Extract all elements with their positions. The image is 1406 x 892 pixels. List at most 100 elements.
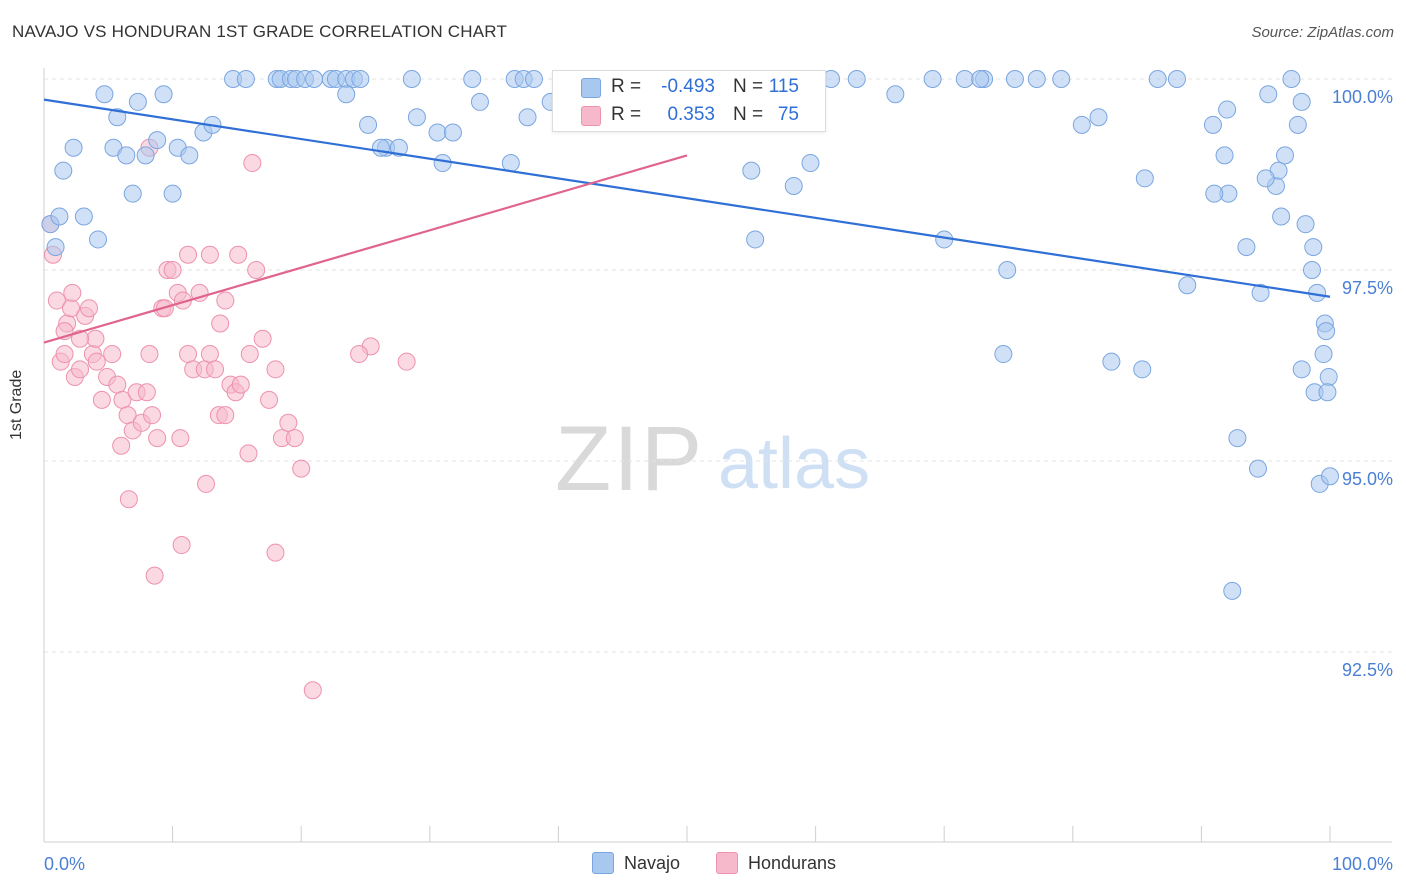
navajo-point [923, 70, 942, 88]
navajo-n-label: N = [733, 76, 764, 97]
tick-labels: 100.0% 97.5% 95.0% 92.5% 0.0% 100.0% [44, 87, 1393, 874]
navajo-point [359, 115, 378, 134]
navajo-point [1167, 70, 1186, 88]
navajo-point [108, 108, 127, 127]
honduran-point [253, 329, 272, 348]
navajo-point [1319, 367, 1338, 386]
honduran-point [137, 383, 156, 402]
honduran-point [103, 345, 122, 364]
navajo-point [1148, 70, 1167, 88]
navajo-point [89, 230, 108, 249]
honduran-point [148, 429, 167, 448]
y-tick-label: 97.5% [1342, 278, 1393, 298]
honduran-point [200, 345, 219, 364]
honduran-point [63, 283, 82, 302]
navajo-point [1005, 70, 1024, 88]
honduran-r-value: 0.353 [667, 104, 715, 125]
legend-item-navajo[interactable]: Navajo [592, 852, 680, 874]
navajo-point [1237, 238, 1256, 257]
honduran-trend-line [43, 154, 688, 344]
navajo-point [1288, 115, 1307, 134]
y-tick-label: 100.0% [1332, 87, 1393, 107]
navajo-point [1027, 70, 1046, 88]
navajo-point [54, 161, 73, 180]
navajo-point [463, 70, 482, 88]
axis-layer [43, 68, 1392, 843]
honduran-point [71, 329, 90, 348]
navajo-point [955, 70, 974, 88]
navajo-point [971, 70, 990, 88]
navajo-point [1223, 581, 1242, 600]
bottom-legend: Navajo Hondurans [0, 852, 1406, 878]
honduran-point [239, 444, 258, 463]
navajo-point [1102, 352, 1121, 371]
chart-source: Source: ZipAtlas.com [1251, 24, 1394, 41]
honduran-point [112, 436, 131, 455]
y-tick-label: 92.5% [1342, 660, 1393, 680]
navajo-point [1314, 345, 1333, 364]
navajo-point [443, 123, 462, 142]
navajo-point [1256, 169, 1275, 188]
legend-item-hondurans[interactable]: Hondurans [716, 852, 836, 874]
navajo-point [64, 138, 83, 157]
honduran-swatch [581, 106, 601, 126]
honduran-point [163, 261, 182, 279]
navajo-point [1302, 261, 1321, 279]
navajo-point [1282, 70, 1301, 88]
stats-row-hondurans: R = 0.353 N = 75 [553, 101, 825, 129]
navajo-n-value: 115 [768, 76, 799, 97]
honduran-point [247, 261, 266, 279]
navajo-point [1218, 100, 1237, 119]
honduran-point [47, 291, 66, 310]
navajo-point [1072, 115, 1091, 134]
honduran-point [292, 459, 311, 478]
navajo-point [1133, 360, 1152, 379]
stats-legend: R = -0.493 N = 115 R = 0.353 N = 75 [552, 70, 826, 132]
navajo-point [433, 154, 452, 173]
legend-hondurans-swatch [716, 852, 738, 874]
honduran-point [179, 345, 198, 364]
navajo-point [95, 85, 114, 104]
honduran-point [211, 314, 230, 333]
watermark-zip: ZIP [555, 408, 704, 510]
navajo-point [524, 70, 543, 88]
honduran-point [145, 566, 164, 585]
honduran-point [303, 681, 322, 700]
navajo-point [470, 92, 489, 111]
navajo-point [154, 85, 173, 104]
honduran-point [200, 245, 219, 264]
navajo-point [886, 85, 905, 104]
navajo-point [1251, 283, 1270, 302]
honduran-point [140, 345, 159, 364]
navajo-point [847, 70, 866, 88]
honduran-point [240, 345, 259, 364]
watermark-atlas: atlas [718, 424, 870, 504]
honduran-point [92, 390, 111, 409]
navajo-point [501, 154, 520, 173]
navajo-point [1275, 146, 1294, 165]
navajo-point [351, 70, 370, 88]
navajo-point [428, 123, 447, 142]
navajo-point [1248, 459, 1267, 478]
honduran-point [119, 490, 138, 509]
navajo-point [128, 92, 147, 111]
legend-hondurans-label: Hondurans [748, 852, 837, 873]
navajo-point [1052, 70, 1071, 88]
honduran-point [216, 406, 235, 425]
navajo-point [784, 176, 803, 195]
honduran-point [206, 360, 225, 379]
trend-lines [43, 98, 1331, 344]
navajo-point [1205, 184, 1224, 203]
honduran-point [216, 291, 235, 310]
honduran-point [143, 406, 162, 425]
navajo-point [123, 184, 142, 203]
navajo-point [389, 138, 408, 157]
honduran-n-label: N = [733, 104, 764, 125]
honduran-point [179, 245, 198, 264]
navajo-point [801, 154, 820, 173]
honduran-point [55, 345, 74, 364]
navajo-point [746, 230, 765, 249]
navajo-point [998, 261, 1017, 279]
navajo-point [50, 207, 69, 226]
